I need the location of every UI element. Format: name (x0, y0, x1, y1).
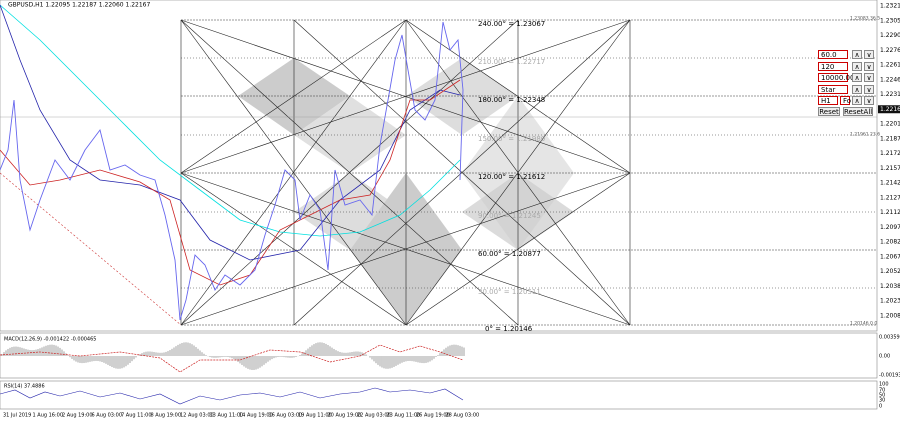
price-tick: 1.21425 (880, 180, 900, 187)
date-tick: 31 Jul 2019 (3, 413, 31, 419)
gann-level-label: 90.00° = 1.21245 (478, 212, 541, 220)
gann-level-label: 60.00° = 1.20877 (478, 250, 541, 258)
up-button[interactable]: ∧ (852, 73, 862, 82)
level-tag: 1.23083 36.5 (850, 16, 880, 22)
price-tick: 1.22465 (880, 76, 900, 83)
price-tick: 1.22905 (880, 32, 900, 39)
level-tag: 1.20146 0.0 (850, 321, 877, 327)
date-tick: 2 Aug 19:00 (62, 413, 93, 419)
date-tick: 6 Aug 03:00 (92, 413, 123, 419)
price-tick: 1.22167 (880, 106, 900, 113)
down-button[interactable]: ∨ (864, 61, 874, 71)
price-tick: 1.20080 (880, 312, 900, 319)
gann-level-label: 120.00° = 1.21612 (478, 173, 545, 181)
macd-hist (1, 342, 465, 370)
price-tick: 1.22315 (880, 91, 900, 98)
price-tick: 1.21575 (880, 165, 900, 172)
price-marker (878, 105, 900, 114)
up-button[interactable]: ∧ (852, 50, 862, 59)
price-tick: 1.21275 (880, 194, 900, 201)
date-tick: 16 Aug 03:00 (269, 413, 303, 419)
gann-level-label: 150.00° = 1.21980 (478, 135, 545, 143)
macd-axis-tick: 0.003598 (879, 335, 900, 341)
gann-level-label: 240.00° = 1.23067 (478, 20, 545, 28)
price (0, 21, 464, 321)
date-tick: 1 Aug 16:00 (33, 413, 64, 419)
price-tick: 1.22615 (880, 62, 900, 69)
date-tick: 14 Aug 19:00 (239, 413, 273, 419)
down-button[interactable]: ∨ (864, 73, 874, 82)
reset-all-button[interactable]: ResetAll (843, 107, 873, 116)
up-button[interactable]: ∧ (852, 84, 862, 94)
date-tick: 22 Aug 03:00 (357, 413, 391, 419)
date-tick: 12 Aug 03:00 (180, 413, 214, 419)
gann-level-label: 180.00° = 1.22348 (478, 96, 545, 104)
date-tick: 20 Aug 19:00 (328, 413, 362, 419)
level-tag: 1.21961 23.6 (850, 132, 880, 138)
price-tick: 1.20825 (880, 239, 900, 246)
down-button[interactable]: ∨ (864, 96, 874, 105)
date-tick: 8 Aug 19:00 (151, 413, 182, 419)
panel-input[interactable]: Star (818, 84, 848, 94)
price-tick: 1.23210 (880, 3, 900, 10)
panel-input[interactable]: 120 (818, 61, 848, 71)
gann-level-label: 0° = 1.20146 (485, 325, 533, 333)
macd-label: MACD(12,26,9) -0.001422 -0.000465 (4, 337, 96, 343)
rsi-pane (0, 380, 878, 410)
date-tick: 28 Aug 03:00 (446, 413, 480, 419)
down-button[interactable]: ∨ (864, 84, 874, 94)
date-tick: 7 Aug 11:00 (121, 413, 152, 419)
panel-input[interactable]: 60.0 (818, 50, 848, 59)
price-tick: 1.20525 (880, 268, 900, 275)
rsi-axis-tick: 70 (879, 388, 885, 394)
gann-level-label: 30.00° = 1.20511 (478, 288, 541, 296)
price-tick: 1.21720 (880, 150, 900, 157)
price-tick: 1.22015 (880, 121, 900, 128)
ma-slow (0, 4, 461, 237)
date-tick: 23 Aug 11:00 (387, 413, 421, 419)
up-button[interactable]: ∧ (852, 61, 862, 71)
rsi-axis-tick: 30 (879, 398, 885, 404)
gann-level-label: 210.00° = 1.22717 (478, 58, 545, 66)
rsi-label: RSI(14) 37.4886 (4, 384, 45, 390)
panel-input[interactable]: Fo (840, 96, 851, 105)
date-tick: 13 Aug 11:00 (210, 413, 244, 419)
macd-signal (0, 344, 464, 373)
date-tick: 19 Aug 11:00 (298, 413, 332, 419)
panel-input[interactable]: 10000.00 (818, 73, 854, 82)
down-button[interactable]: ∨ (864, 50, 874, 59)
trend-line (0, 172, 182, 326)
price-tick: 1.23055 (880, 17, 900, 24)
date-tick: 26 Aug 19:00 (416, 413, 450, 419)
price-tick: 1.20380 (880, 283, 900, 290)
price-tick: 1.20230 (880, 298, 900, 305)
reset-button[interactable]: Reset (818, 107, 840, 116)
rsi-axis-tick: 100 (879, 382, 889, 388)
panel-input[interactable]: H1 (818, 96, 838, 105)
rsi-axis-tick: 0 (879, 404, 882, 410)
macd-axis-tick: -0.001939 (879, 373, 900, 379)
up-button[interactable]: ∧ (852, 96, 862, 105)
symbol-header: GBPUSD,H1 1.22095 1.22187 1.22060 1.2216… (8, 2, 150, 9)
price-tick: 1.22760 (880, 47, 900, 54)
rsi-axis-tick: 50 (879, 393, 885, 399)
price-tick: 1.21870 (880, 135, 900, 142)
rsi-line (0, 387, 464, 405)
price-tick: 1.21125 (880, 209, 900, 216)
macd-axis-tick: 0.00 (879, 354, 890, 360)
price-tick: 1.20975 (880, 224, 900, 231)
price-tick: 1.20675 (880, 253, 900, 260)
